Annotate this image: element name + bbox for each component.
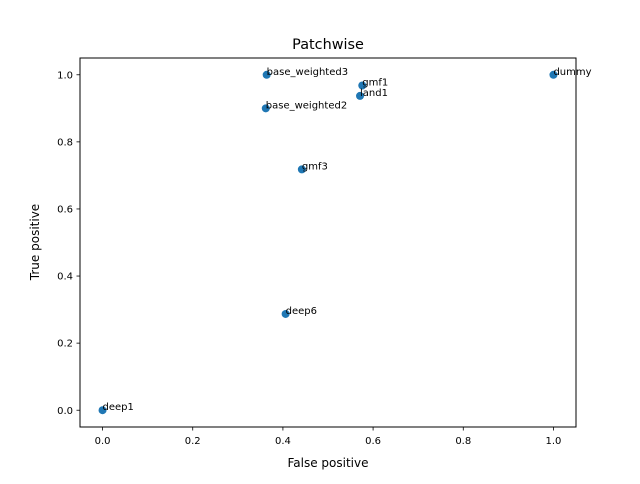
point-label-land1: land1 — [360, 88, 388, 99]
data-point-base_weighted2 — [261, 104, 270, 113]
y-tick-label: 1.0 — [57, 70, 73, 81]
x-tick-label: 1.0 — [546, 436, 562, 447]
data-point-gmf1 — [358, 81, 367, 90]
point-label-dummy: dummy — [553, 67, 591, 78]
x-tick-label: 0.2 — [185, 436, 201, 447]
data-point-deep1 — [98, 406, 107, 415]
point-label-base_weighted2: base_weighted2 — [266, 100, 347, 111]
y-tick-label: 0.2 — [57, 339, 73, 350]
point-label-deep1: deep1 — [103, 402, 134, 413]
plot-area: 0.0 0.2 0.4 0.6 0.8 1.0 0.0 0.2 0.4 0.6 0.8 1.0 ba… — [57, 57, 592, 447]
point-label-base_weighted3: base_weighted3 — [267, 67, 348, 78]
x-tick-label: 0.8 — [455, 436, 471, 447]
x-axis: 0.0 0.2 0.4 0.6 0.8 1.0 — [95, 427, 562, 447]
data-point-deep6 — [281, 309, 290, 318]
y-tick-label: 0.8 — [57, 137, 73, 148]
y-axis: 0.0 0.2 0.4 0.6 0.8 1.0 — [57, 70, 80, 417]
y-tick-label: 0.6 — [57, 205, 73, 216]
x-tick-label: 0.6 — [365, 436, 381, 447]
point-label-gmf1: gmf1 — [362, 78, 388, 89]
x-tick-label: 0.0 — [95, 436, 111, 447]
y-axis-label: True positive — [28, 204, 42, 281]
point-label-deep6: deep6 — [286, 306, 317, 317]
x-tick-label: 0.4 — [275, 436, 291, 447]
x-axis-label: False positive — [287, 456, 368, 470]
point-label-gmf3: gmf3 — [302, 161, 328, 172]
chart-title: Patchwise — [292, 37, 364, 53]
y-tick-label: 0.0 — [57, 406, 73, 417]
data-points — [98, 70, 558, 415]
axes-frame — [79, 57, 577, 428]
data-point-land1 — [356, 91, 365, 100]
data-point-gmf3 — [297, 165, 306, 174]
data-point-dummy — [549, 70, 558, 79]
y-tick-label: 0.4 — [57, 272, 73, 283]
data-point-base_weighted3 — [262, 70, 271, 79]
